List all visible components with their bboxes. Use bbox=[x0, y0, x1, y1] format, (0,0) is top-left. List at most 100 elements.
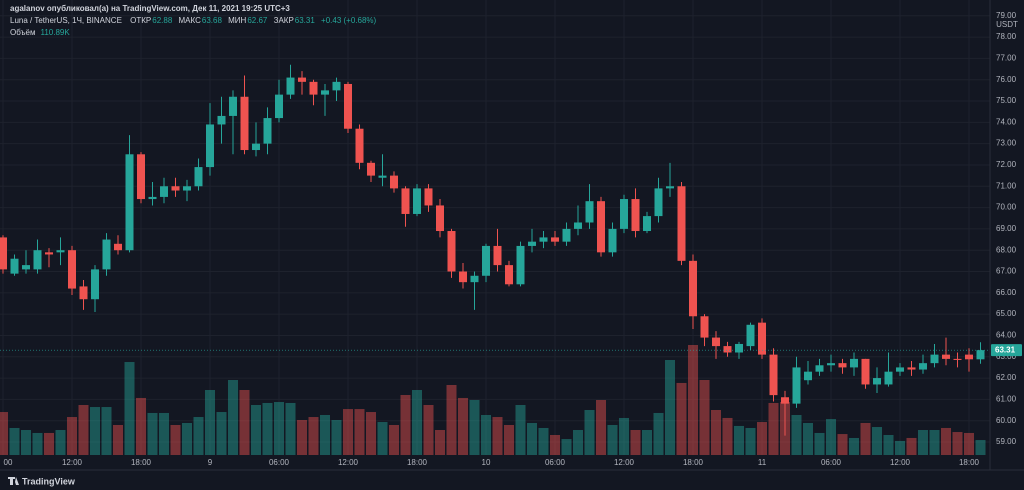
candle-body bbox=[597, 201, 605, 253]
grid bbox=[0, 0, 990, 455]
close-label: ЗАКР bbox=[273, 16, 294, 25]
candle-body bbox=[263, 118, 272, 144]
candle-body bbox=[654, 188, 663, 217]
candle-body bbox=[45, 252, 53, 255]
candle-body bbox=[229, 96, 237, 116]
logo-icon bbox=[8, 477, 19, 485]
volume-bar bbox=[159, 412, 169, 455]
candle-body bbox=[792, 367, 801, 404]
volume-bar bbox=[274, 402, 284, 455]
candle-body bbox=[252, 143, 260, 151]
candle-body bbox=[574, 222, 582, 229]
candle-body bbox=[850, 358, 858, 368]
candle-body bbox=[102, 239, 111, 270]
x-tick-label: 06:00 bbox=[545, 458, 566, 467]
candle-body bbox=[930, 354, 939, 364]
candle-body bbox=[401, 188, 410, 214]
candle-body bbox=[666, 186, 674, 189]
candle-body bbox=[298, 77, 306, 82]
volume-bar bbox=[837, 434, 848, 455]
x-tick-label: 12:00 bbox=[338, 458, 359, 467]
candle-body bbox=[758, 322, 766, 355]
volume-bar bbox=[354, 409, 365, 455]
x-tick-label: 18:00 bbox=[407, 458, 428, 467]
last-price-label: 63.31 bbox=[995, 345, 1016, 354]
volume-bar bbox=[44, 432, 54, 455]
y-tick-label: 61.00 bbox=[996, 394, 1017, 403]
volume-bar bbox=[136, 397, 146, 455]
volume-bar bbox=[860, 422, 871, 455]
candle-body bbox=[91, 269, 99, 300]
candle-body bbox=[56, 250, 65, 253]
volume-line: Объём 110.89K bbox=[10, 27, 380, 39]
candle-body bbox=[643, 216, 651, 232]
volume-bar bbox=[803, 422, 813, 455]
author-line: agalanov опубликовал(а) на TradingView.c… bbox=[10, 4, 290, 13]
volume-bar bbox=[412, 390, 422, 455]
candle-body bbox=[620, 199, 628, 229]
candle-body bbox=[10, 258, 19, 274]
y-tick-label: 75.00 bbox=[996, 96, 1017, 105]
volume-bar bbox=[377, 422, 388, 455]
candle-body bbox=[539, 237, 548, 242]
y-tick-label: 68.00 bbox=[996, 245, 1017, 254]
candle-body bbox=[0, 237, 7, 270]
volume-bar bbox=[9, 427, 20, 455]
candle-body bbox=[68, 250, 76, 289]
x-tick-label: 11 bbox=[758, 458, 767, 467]
candle-body bbox=[804, 371, 812, 381]
volume-bar bbox=[872, 427, 882, 455]
volume-bar bbox=[205, 390, 215, 455]
y-tick-label: 79.00 bbox=[996, 11, 1017, 20]
candle-body bbox=[677, 186, 686, 261]
volume-bar bbox=[757, 422, 767, 455]
volume-bar bbox=[584, 410, 595, 455]
candle-body bbox=[447, 231, 456, 272]
candle-body bbox=[194, 167, 203, 187]
candle-body bbox=[378, 175, 387, 178]
volume-bar bbox=[918, 430, 928, 455]
candle-body bbox=[390, 175, 398, 189]
candle-body bbox=[309, 81, 318, 95]
volume-bar bbox=[665, 360, 675, 455]
volume-bar bbox=[55, 430, 66, 455]
candle-body bbox=[286, 77, 295, 95]
candle-body bbox=[33, 250, 42, 270]
volume-bar bbox=[492, 417, 503, 455]
legend: agalanov опубликовал(а) на TradingView.c… bbox=[10, 3, 380, 39]
volume-bar bbox=[895, 440, 905, 455]
volume-bar bbox=[722, 417, 733, 455]
candle-body bbox=[183, 186, 191, 191]
volume-bar bbox=[285, 402, 296, 455]
volume-bar bbox=[561, 439, 572, 455]
volume-bar bbox=[21, 430, 31, 455]
volume-bar bbox=[262, 402, 273, 455]
candle-body bbox=[240, 96, 249, 151]
candle-body bbox=[114, 243, 122, 251]
volume-bar bbox=[538, 427, 549, 455]
volume-bar bbox=[653, 412, 664, 455]
candle-body bbox=[321, 90, 329, 95]
candle-body bbox=[171, 186, 180, 191]
volume-bar bbox=[78, 405, 89, 455]
volume-bar bbox=[929, 430, 940, 455]
y-tick-label: 71.00 bbox=[996, 181, 1017, 190]
candle-body bbox=[332, 81, 341, 91]
x-tick-label: 12:00 bbox=[614, 458, 635, 467]
y-tick-label: 62.00 bbox=[996, 373, 1017, 382]
candle-body bbox=[206, 124, 214, 168]
change: +0.43 (+0.68%) bbox=[321, 16, 377, 25]
y-tick-label: 59.00 bbox=[996, 437, 1017, 446]
candle-body bbox=[344, 83, 352, 129]
y-tick-label: 66.00 bbox=[996, 288, 1017, 297]
candle-body bbox=[735, 343, 743, 353]
plot-area bbox=[0, 64, 986, 455]
candle-body bbox=[367, 162, 375, 176]
candle-body bbox=[712, 337, 720, 347]
x-tick-label: 18:00 bbox=[683, 458, 704, 467]
x-tick-label: 12:00 bbox=[890, 458, 911, 467]
volume-bar bbox=[630, 430, 641, 455]
candle-body bbox=[976, 350, 985, 360]
volume-bar bbox=[504, 425, 514, 455]
candle-body bbox=[413, 188, 421, 214]
